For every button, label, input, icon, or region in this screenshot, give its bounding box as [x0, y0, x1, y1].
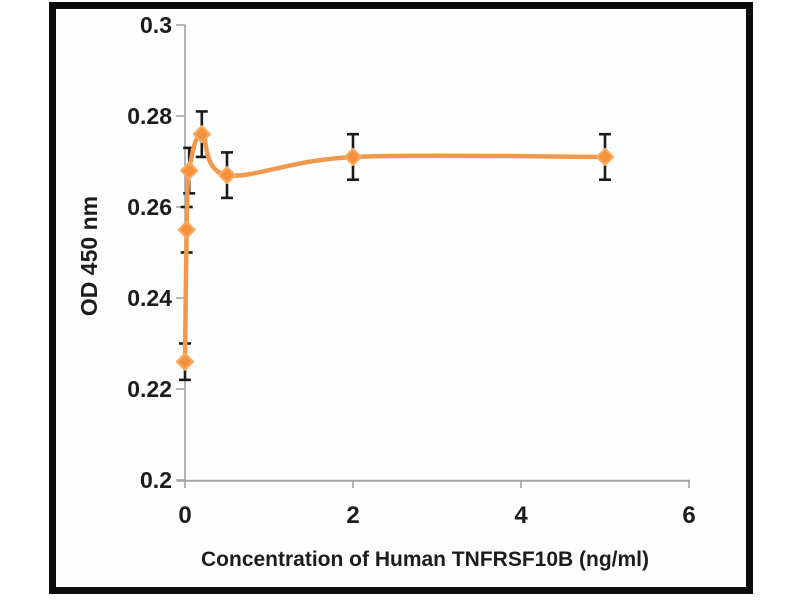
data-point-marker: [180, 161, 199, 180]
y-tick-label: 0.24: [127, 285, 172, 311]
data-point-marker: [343, 147, 363, 167]
y-axis-title: OD 450 nm: [76, 196, 102, 316]
x-tick-label: 6: [682, 502, 695, 529]
x-axis-title: Concentration of Human TNFRSF10B (ng/ml): [201, 548, 649, 571]
x-tick-label: 4: [514, 502, 528, 529]
x-tick-label: 0: [178, 502, 191, 529]
data-point-marker: [595, 147, 615, 167]
y-tick-label: 0.26: [127, 194, 172, 220]
y-tick-label: 0.2: [140, 467, 172, 493]
y-tick-label: 0.28: [127, 103, 172, 129]
plot-area: 0.2 0.22 0.24 0.26 0.28 0.3 0 2 4 6: [127, 12, 695, 529]
data-point-marker: [192, 125, 211, 144]
y-tick-label: 0.22: [127, 376, 172, 402]
y-tick-label: 0.3: [140, 12, 172, 38]
data-point-marker: [175, 352, 195, 371]
chart-frame: [49, 2, 753, 594]
x-tick-label: 2: [346, 502, 359, 529]
data-point-marker: [217, 166, 237, 185]
data-point-marker: [177, 220, 196, 239]
